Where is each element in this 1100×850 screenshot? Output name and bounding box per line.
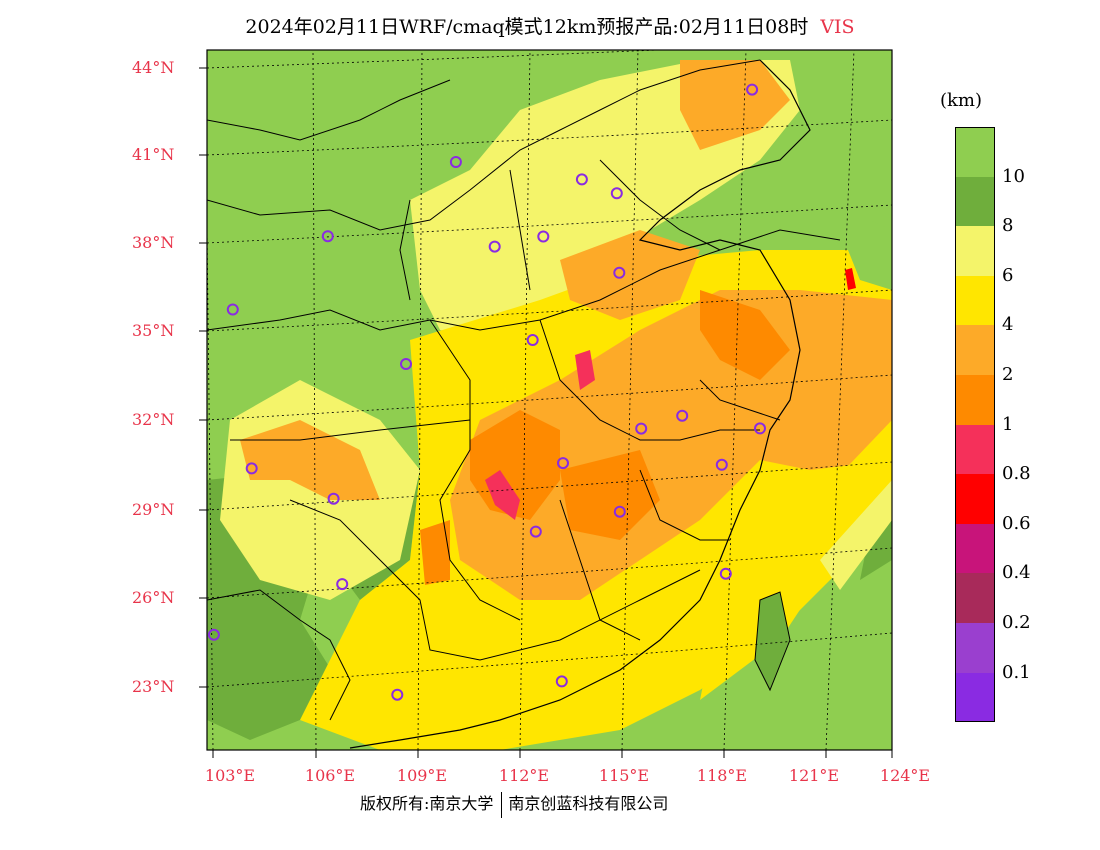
station-marker: [754, 422, 766, 435]
legend-label: 0.6: [1002, 512, 1031, 534]
legend-swatch: [955, 623, 995, 673]
map-title: 2024年02月11日WRF/cmaq模式12km预报产品:02月11日08时 V…: [0, 12, 1100, 39]
legend-swatch: [955, 275, 995, 326]
legend-label: 0.1: [1002, 661, 1031, 683]
lon-label-103: 103°E: [204, 766, 256, 785]
legend-swatch: [955, 375, 995, 425]
station-marker: [327, 492, 340, 505]
lon-label-124: 124°E: [879, 766, 931, 785]
visibility-field: [207, 50, 892, 750]
station-marker: [537, 230, 550, 243]
station-marker: [529, 525, 542, 538]
title-main: 2024年02月11日WRF/cmaq模式12km预报产品:02月11日08时: [245, 16, 809, 38]
legend-label: 0.2: [1002, 612, 1031, 633]
lat-label-38: 38°N: [132, 233, 175, 252]
station-marker: [555, 675, 568, 688]
copyright-right: 南京创蓝科技有限公司: [508, 794, 669, 813]
station-marker: [336, 578, 349, 591]
legend-label: 10: [1002, 165, 1025, 187]
station-marker: [488, 240, 501, 253]
legend-swatch: [955, 474, 995, 524]
station-markers: [207, 83, 766, 701]
legend-unit: (km): [940, 90, 983, 111]
legend-label: 0.4: [1002, 562, 1031, 584]
lon-label-118: 118°E: [696, 766, 748, 785]
lat-label-35: 35°N: [132, 321, 175, 340]
copyright-footer: 版权所有:南京大学 南京创蓝科技有限公司: [360, 790, 668, 818]
map-border: [206, 49, 893, 751]
legend-label: 6: [1002, 264, 1014, 286]
lat-label-32: 32°N: [132, 410, 175, 429]
legend-label: 0.8: [1002, 463, 1031, 485]
legend-label: 1: [1002, 413, 1014, 435]
legend-swatch: [955, 325, 995, 375]
station-marker: [746, 83, 759, 96]
station-marker: [321, 230, 334, 243]
legend-swatch: [955, 176, 995, 227]
legend-swatch: [955, 573, 995, 623]
station-marker: [676, 409, 689, 422]
lon-label-112: 112°E: [498, 766, 550, 785]
lon-label-121: 121°E: [788, 766, 840, 785]
lon-label-106: 106°E: [304, 766, 356, 785]
station-marker: [226, 303, 239, 316]
station-marker: [575, 173, 588, 186]
station-marker: [610, 187, 623, 200]
legend-label: 8: [1002, 215, 1014, 237]
station-marker: [613, 266, 626, 279]
station-marker: [391, 688, 404, 701]
legend-label: 4: [1002, 314, 1014, 336]
station-marker: [635, 422, 648, 435]
lat-label-26: 26°N: [132, 588, 175, 607]
station-marker: [526, 334, 539, 346]
lon-label-115: 115°E: [598, 766, 650, 785]
legend-swatch: [955, 127, 995, 177]
lon-label-109: 109°E: [396, 766, 448, 785]
station-marker: [245, 462, 258, 475]
copyright-left: 版权所有:南京大学: [360, 794, 494, 813]
lat-label-44: 44°N: [132, 58, 175, 77]
lat-label-29: 29°N: [132, 500, 175, 519]
legend-label: 2: [1002, 364, 1014, 385]
footer-divider: [501, 791, 503, 818]
title-variable: VIS: [820, 16, 855, 38]
station-marker: [557, 457, 569, 470]
station-marker: [719, 567, 732, 580]
lat-label-41: 41°N: [132, 145, 175, 164]
legend-swatch: [955, 424, 995, 475]
lat-label-23: 23°N: [132, 677, 175, 696]
graticule: [207, 50, 892, 750]
station-marker: [400, 358, 412, 370]
axis-ticks: [199, 67, 893, 758]
legend-swatch: [955, 523, 995, 574]
station-marker: [207, 628, 220, 641]
legend-swatch: [955, 226, 995, 276]
station-marker: [613, 505, 626, 518]
station-marker: [449, 156, 462, 168]
station-marker: [715, 458, 728, 471]
legend-swatch: [955, 672, 995, 723]
